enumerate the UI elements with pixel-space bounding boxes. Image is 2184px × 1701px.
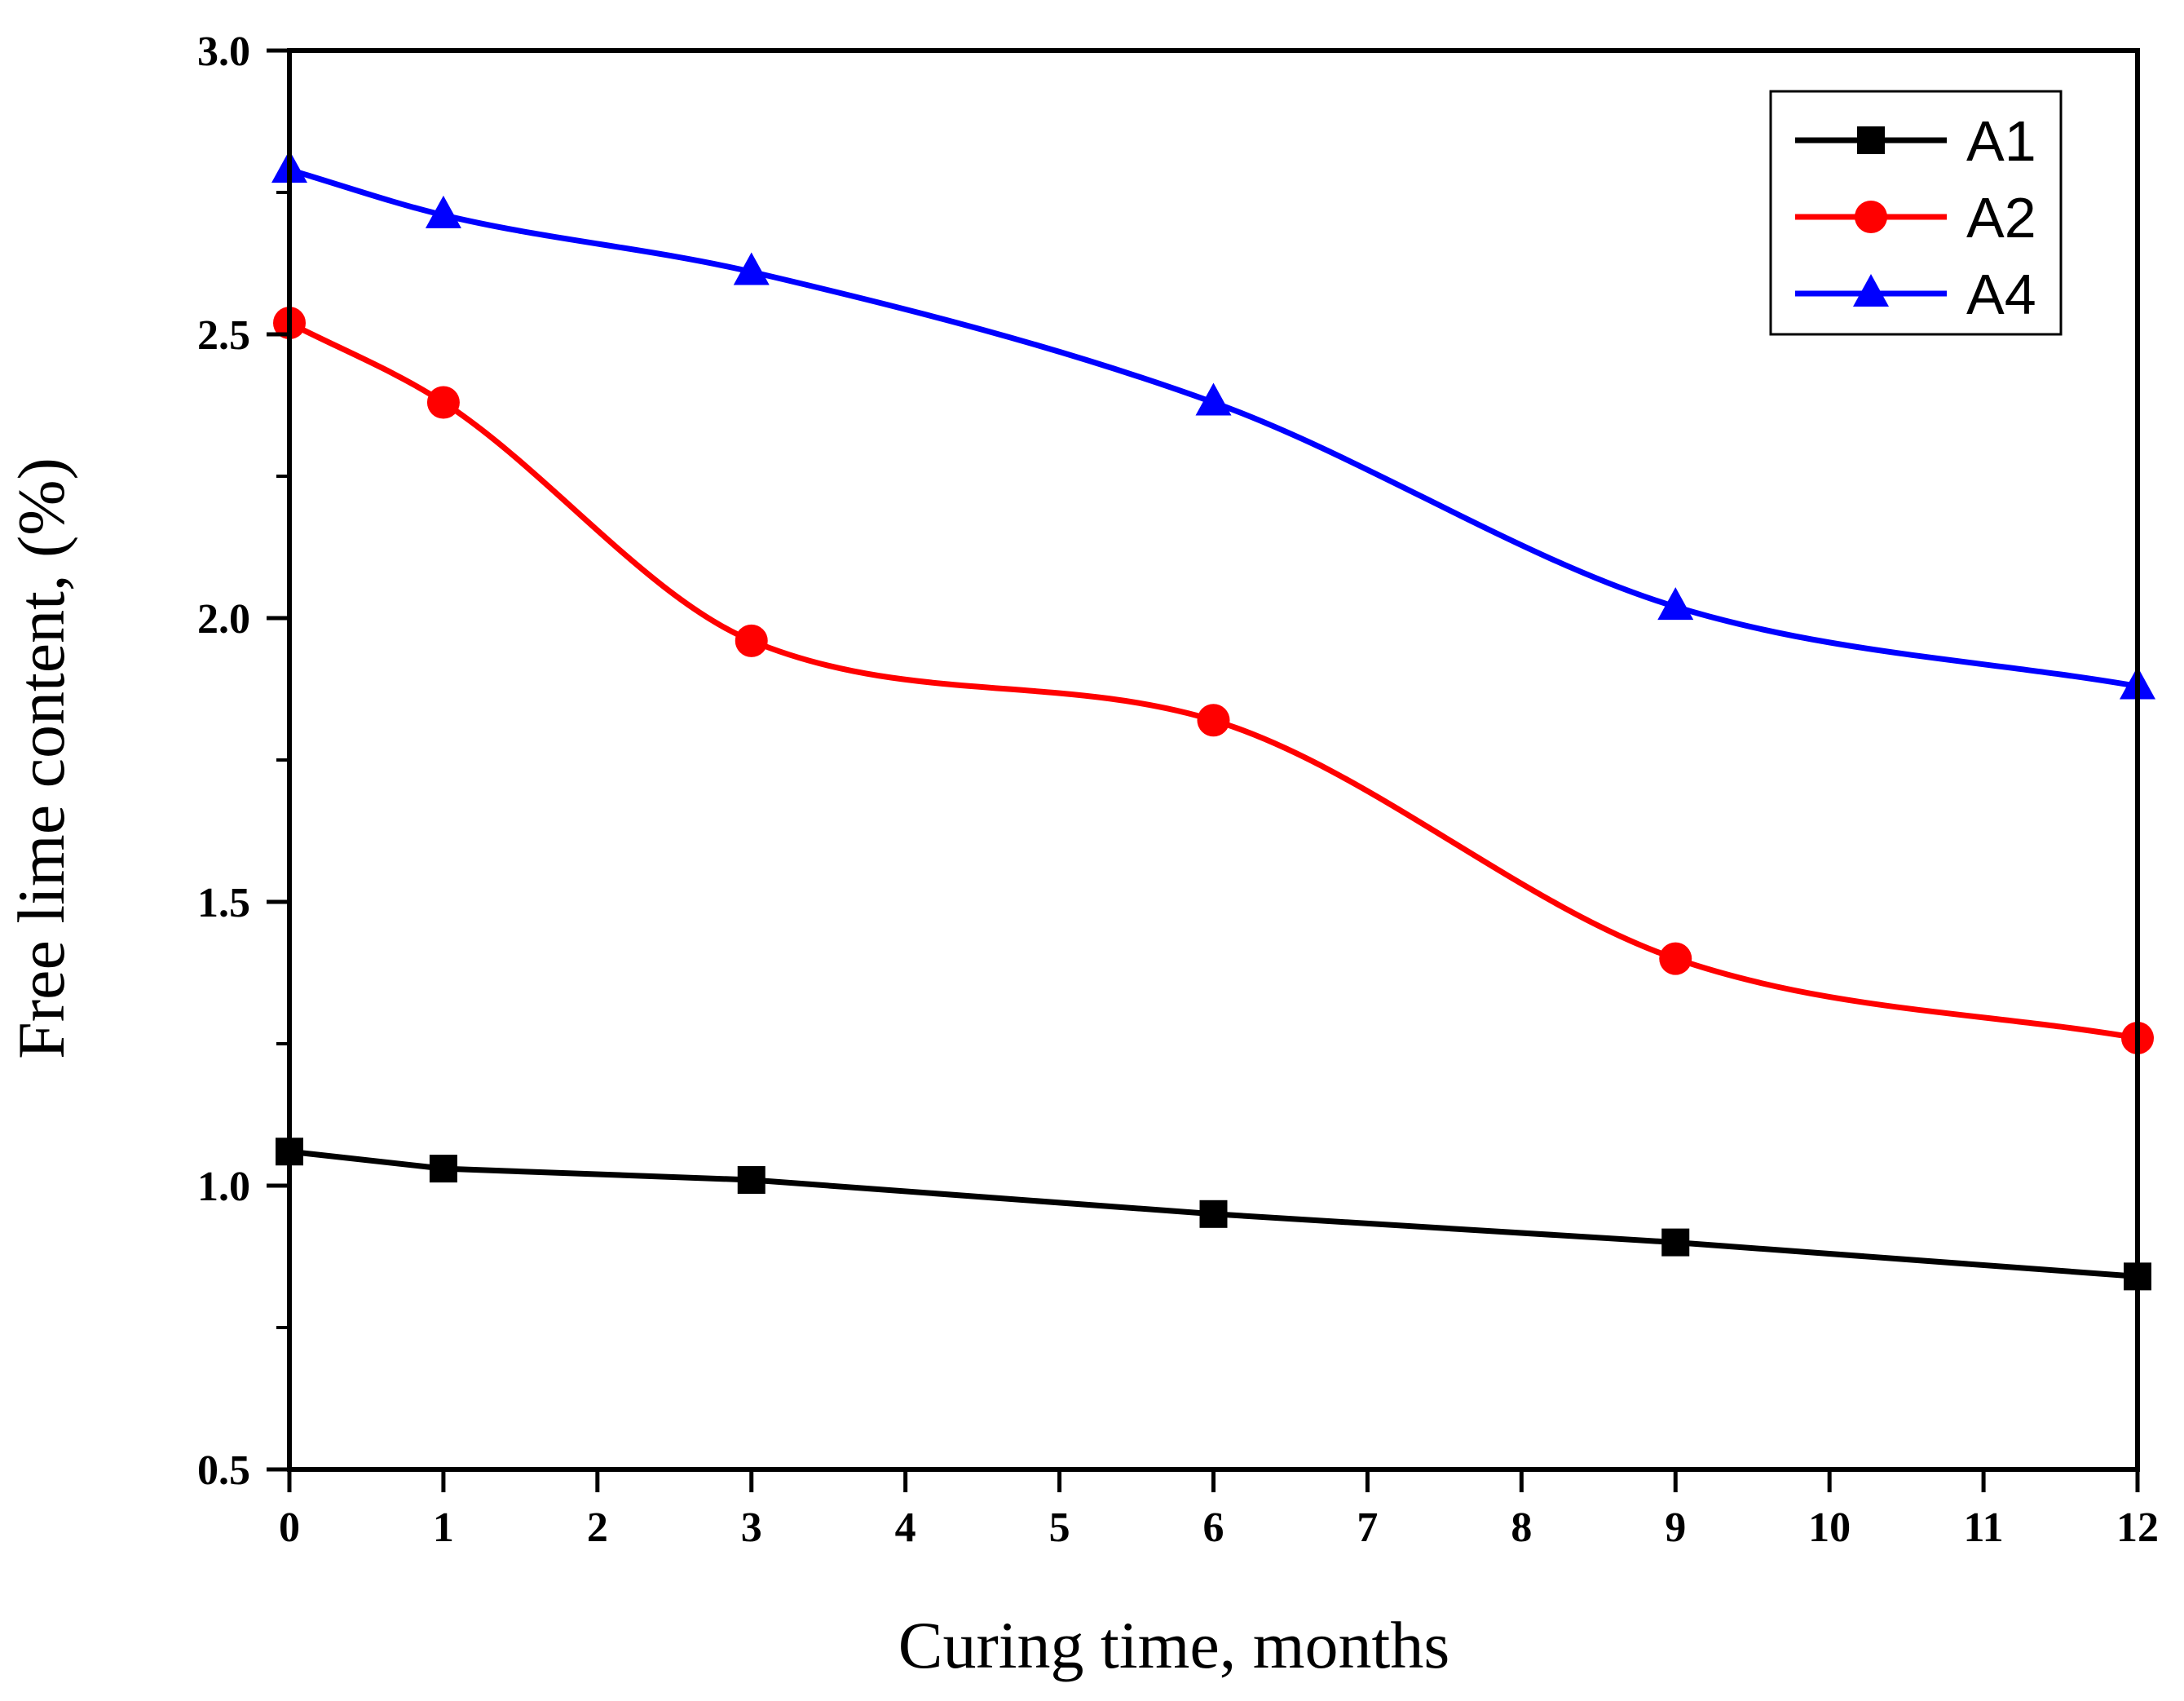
data-point-a2 bbox=[735, 624, 768, 657]
y-tick-label: 1.5 bbox=[197, 880, 250, 926]
data-point-a1 bbox=[737, 1166, 766, 1195]
x-tick-label: 4 bbox=[895, 1504, 916, 1551]
data-point-a4 bbox=[1657, 587, 1694, 621]
series-line-a2 bbox=[288, 320, 2138, 1041]
legend-label-a1: A1 bbox=[1966, 109, 2036, 173]
data-point-a1 bbox=[1661, 1228, 1690, 1257]
x-tick-label: 10 bbox=[1808, 1504, 1851, 1551]
data-point-a4 bbox=[1195, 382, 1232, 416]
legend-label-a4: A4 bbox=[1966, 263, 2036, 326]
y-tick-label: 3.0 bbox=[197, 29, 250, 75]
x-tick-label: 9 bbox=[1665, 1504, 1686, 1551]
data-point-a4 bbox=[425, 195, 461, 228]
series-line-a4 bbox=[289, 166, 2138, 689]
x-tick-label: 3 bbox=[741, 1504, 762, 1551]
data-point-a2 bbox=[1197, 704, 1230, 737]
data-point-a1 bbox=[429, 1155, 457, 1183]
series-line-a1 bbox=[289, 1148, 2138, 1279]
x-tick-label: 2 bbox=[587, 1504, 608, 1551]
legend-marker-a1 bbox=[1857, 126, 1885, 154]
data-point-a1 bbox=[1199, 1200, 1228, 1228]
legend-marker-a2 bbox=[1855, 201, 1887, 233]
y-axis-title: Free lime content, (%) bbox=[4, 457, 78, 1059]
legend-item-a2: A2 bbox=[1795, 186, 2036, 250]
x-tick-label: 7 bbox=[1357, 1504, 1378, 1551]
x-tick-label: 0 bbox=[279, 1504, 300, 1551]
data-point-a4 bbox=[733, 252, 770, 285]
y-tick-label: 1.0 bbox=[197, 1164, 250, 1210]
x-tick-label: 5 bbox=[1049, 1504, 1070, 1551]
x-tick-label: 6 bbox=[1203, 1504, 1224, 1551]
y-tick-label: 2.5 bbox=[197, 312, 250, 359]
series-layer bbox=[271, 150, 2155, 1291]
data-point-a2 bbox=[1659, 942, 1692, 975]
y-tick-label: 0.5 bbox=[197, 1447, 250, 1494]
legend-marker-a4 bbox=[1853, 274, 1889, 307]
y-tick-label: 2.0 bbox=[197, 596, 250, 643]
legend-item-a4: A4 bbox=[1795, 263, 2036, 326]
legend-label-a2: A2 bbox=[1966, 186, 2036, 250]
x-tick-label: 11 bbox=[1964, 1504, 2004, 1551]
legend: A1 A2 A4 bbox=[1769, 90, 2063, 336]
legend-item-a1: A1 bbox=[1795, 109, 2036, 173]
x-tick-label: 12 bbox=[2116, 1504, 2159, 1551]
x-axis-title: Curing time, months bbox=[898, 1608, 1450, 1682]
x-tick-label: 8 bbox=[1511, 1504, 1532, 1551]
ticks-layer: 0 1 2 3 4 5 6 7 8 9 10 11 120.51.01.52.02.53.0 bbox=[197, 29, 2159, 1551]
x-tick-label: 1 bbox=[433, 1504, 454, 1551]
data-point-a2 bbox=[426, 386, 460, 419]
